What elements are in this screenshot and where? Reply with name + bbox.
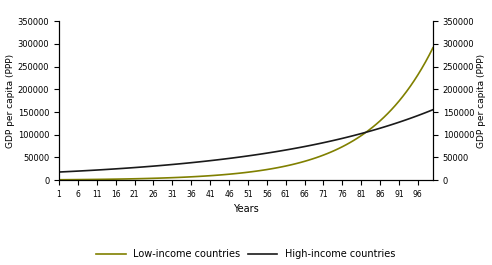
High-income countries — [400, 119, 406, 122]
Line: Low-income countries: Low-income countries — [59, 48, 433, 180]
Low-income countries — [430, 46, 436, 49]
High-income countries — [279, 149, 285, 152]
Y-axis label: GDP per capita (PPP): GDP per capita (PPP) — [6, 54, 15, 148]
High-income countries — [249, 154, 255, 157]
Legend: Low-income countries, High-income countries: Low-income countries, High-income countr… — [92, 245, 400, 263]
High-income countries — [56, 170, 62, 174]
Low-income countries — [249, 170, 255, 173]
Low-income countries — [143, 177, 149, 180]
High-income countries — [143, 165, 149, 168]
X-axis label: Years: Years — [233, 205, 259, 214]
Low-income countries — [400, 95, 406, 98]
Y-axis label: GDP per capita (PPP): GDP per capita (PPP) — [477, 54, 486, 148]
Low-income countries — [279, 165, 285, 169]
High-income countries — [430, 108, 436, 111]
Line: High-income countries: High-income countries — [59, 110, 433, 172]
Low-income countries — [128, 177, 134, 180]
High-income countries — [411, 115, 417, 118]
Low-income countries — [411, 79, 417, 82]
High-income countries — [128, 166, 134, 169]
Low-income countries — [56, 178, 62, 181]
